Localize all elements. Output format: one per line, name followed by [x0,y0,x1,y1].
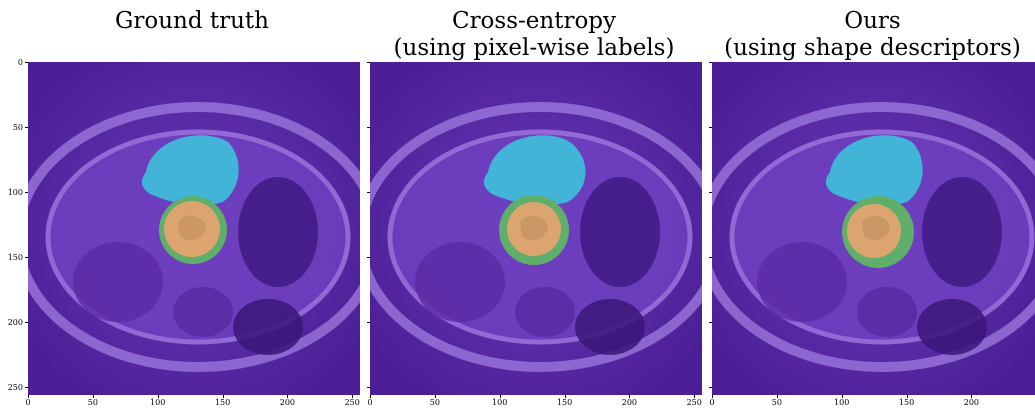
y-tick-mark [25,257,28,259]
y-tick-mark [367,62,370,63]
x-tick-label: 200 [963,398,980,407]
x-tick-label: 150 [556,398,573,407]
x-tick-label: 100 [492,398,508,407]
y-tick-mark [367,322,370,324]
y-tick-mark [367,192,370,194]
x-tick-mark [694,395,696,398]
y-tick-mark [709,192,712,194]
x-tick-mark [906,395,908,398]
y-tick-mark [25,127,28,129]
x-tick-mark [499,395,501,398]
x-tick-mark [222,395,224,398]
y-tick-mark [709,127,712,129]
y-tick-mark [709,322,712,324]
title-line: Cross-entropy [451,8,617,34]
x-tick-mark [971,395,973,398]
x-tick-label: 50 [87,398,98,407]
title-line: (using pixel-wise labels) [393,35,675,61]
x-tick-mark [352,395,354,398]
x-tick-mark [712,395,713,398]
image-panel-cross-entropy [370,62,702,395]
y-tick-mark [709,62,712,63]
y-tick-mark [25,62,28,63]
x-tick-mark [157,395,159,398]
x-tick-label: 250 [686,398,702,407]
x-tick-label: 0 [367,398,373,407]
y-tick-mark [25,322,28,324]
x-tick-mark [92,395,94,398]
x-tick-mark [28,395,29,398]
x-tick-mark [776,395,778,398]
x-tick-label: 100 [834,398,850,407]
mri-image-ours [712,62,1035,395]
y-tick-mark [367,127,370,129]
y-tick-mark [25,192,28,194]
x-tick-mark [434,395,436,398]
title-line: Ours [844,8,901,34]
x-tick-label: 200 [279,398,296,407]
y-tick-mark [709,387,712,389]
x-tick-mark [841,395,843,398]
x-tick-mark [629,395,631,398]
title-line: (using shape descriptors) [724,35,1021,61]
y-tick-label: 100 [7,188,23,198]
x-tick-label: 200 [621,398,638,407]
y-tick-mark [709,257,712,259]
panel-title-ours: Ours (using shape descriptors) [710,8,1035,62]
mri-image-ground-truth [28,62,360,395]
y-tick-label: 0 [17,58,23,67]
x-tick-label: 100 [150,398,166,407]
image-panel-ours [712,62,1035,395]
panel-title-ground-truth: Ground truth [92,8,292,35]
x-tick-label: 50 [429,398,440,407]
x-tick-label: 0 [25,398,31,407]
y-tick-label: 50 [12,123,23,133]
title-line: Ground truth [115,8,269,34]
x-tick-label: 0 [709,398,715,407]
image-panel-ground-truth [28,62,360,395]
y-tick-mark [367,387,370,389]
x-tick-mark [564,395,566,398]
y-tick-label: 150 [7,253,23,263]
y-tick-label: 200 [7,318,23,328]
y-tick-mark [367,257,370,259]
x-tick-mark [287,395,289,398]
x-tick-label: 50 [771,398,782,407]
mri-image-cross-entropy [370,62,702,395]
y-tick-mark [25,387,28,389]
y-tick-label: 250 [7,383,23,393]
panel-title-cross-entropy: Cross-entropy (using pixel-wise labels) [368,8,700,62]
x-tick-mark [370,395,371,398]
x-tick-label: 150 [898,398,915,407]
x-tick-label: 250 [344,398,360,407]
x-tick-label: 150 [214,398,231,407]
